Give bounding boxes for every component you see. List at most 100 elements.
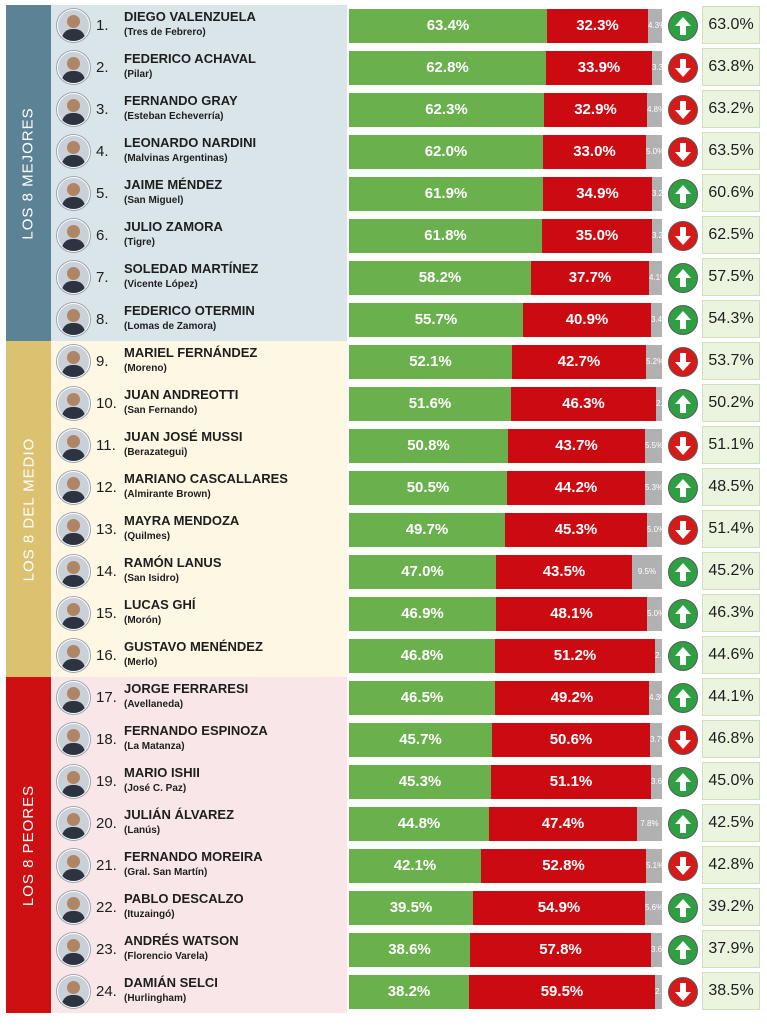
candidate-name: MARIEL FERNÁNDEZ	[124, 345, 258, 360]
bar-negative-label: 52.8%	[542, 857, 585, 874]
previous-value: 39.2%	[702, 888, 760, 926]
district-name: (Merlo)	[124, 657, 158, 668]
arrow-up-glyph	[675, 941, 691, 959]
district-name: (Ituzaingó)	[124, 909, 175, 920]
rank-number: 12.	[96, 479, 117, 496]
district-name: (Lanús)	[124, 825, 161, 836]
table-row: 24. DAMIÁN SELCI (Hurlingham) 38.2% 59.5% 2.3…	[0, 971, 767, 1013]
previous-value: 44.1%	[702, 678, 760, 716]
candidate-name: RAMÓN LANUS	[124, 555, 222, 570]
avatar-head	[67, 729, 80, 742]
arrow-up-icon	[668, 767, 698, 797]
previous-value: 63.8%	[702, 48, 760, 86]
arrow-up-icon	[668, 263, 698, 293]
rank-number: 5.	[96, 185, 109, 202]
bar-neutral: 5.0%	[646, 135, 665, 169]
avatar	[57, 177, 90, 210]
arrow-shape	[675, 479, 691, 497]
candidate-name: MARIO ISHII	[124, 765, 200, 780]
arrow-down-glyph	[675, 227, 691, 245]
bar-positive: 45.7%	[349, 723, 492, 757]
avatar	[57, 135, 90, 168]
arrow-shape	[675, 605, 691, 623]
bar-negative: 50.6%	[492, 723, 650, 757]
avatar	[57, 597, 90, 630]
bar-neutral: 5.0%	[647, 513, 665, 547]
avatar	[57, 261, 90, 294]
bar-negative-label: 59.5%	[540, 983, 584, 1000]
arrow-down-glyph	[675, 59, 691, 77]
arrow-up-glyph	[675, 689, 691, 707]
arrow-up-icon	[668, 11, 698, 41]
candidate-name: LEONARDO NARDINI	[124, 135, 257, 150]
bar-positive: 58.2%	[349, 261, 531, 295]
arrow-up-glyph	[675, 185, 691, 203]
bar-positive: 45.3%	[349, 765, 491, 799]
arrow-down-icon	[668, 95, 698, 125]
bar-neutral: 3.3%	[652, 51, 670, 85]
previous-value: 46.3%	[702, 594, 760, 632]
bar-positive-label: 61.8%	[424, 227, 467, 244]
district-name: (Lomas de Zamora)	[124, 321, 217, 332]
bar-neutral: 3.2%	[652, 177, 671, 211]
table-row: 19. MARIO ISHII (José C. Paz) 45.3% 51.1% 3.6…	[0, 761, 767, 803]
avatar-head	[67, 855, 80, 868]
arrow-up-glyph	[675, 563, 691, 581]
avatar-body	[62, 575, 85, 587]
bar-neutral: 5.2%	[646, 345, 665, 379]
avatar-head	[67, 57, 80, 70]
rank-number: 6.	[96, 227, 109, 244]
group-band-peores	[6, 677, 51, 1013]
group-band-medio	[6, 341, 51, 677]
avatar-body	[62, 995, 85, 1007]
bar-neutral-label: 3.2%	[652, 189, 671, 198]
arrow-shape	[675, 689, 691, 707]
avatar	[57, 555, 90, 588]
bar-positive: 55.7%	[349, 303, 523, 337]
rank-number: 4.	[96, 143, 109, 160]
rank-number: 7.	[96, 269, 109, 286]
bar-positive-label: 62.3%	[425, 101, 468, 118]
avatar-head	[67, 309, 80, 322]
bar-neutral-label: 2.3%	[655, 987, 674, 996]
previous-value: 57.5%	[702, 258, 760, 296]
bar-neutral-label: 2.0%	[655, 651, 674, 660]
bar-neutral-label: 5.0%	[646, 147, 665, 156]
avatar-head	[67, 813, 80, 826]
bar-positive: 52.1%	[349, 345, 512, 379]
bar-neutral-label: 5.2%	[646, 357, 665, 366]
table-row: 9. MARIEL FERNÁNDEZ (Moreno) 52.1% 42.7% 5.2%…	[0, 341, 767, 383]
arrow-up-icon	[668, 389, 698, 419]
rank-number: 2.	[96, 59, 109, 76]
arrow-up-glyph	[675, 773, 691, 791]
candidate-name: LUCAS GHÍ	[124, 597, 196, 612]
arrow-up-icon	[668, 179, 698, 209]
district-name: (Tigre)	[124, 237, 155, 248]
bar-positive-label: 58.2%	[418, 269, 462, 286]
bar-positive-label: 47.0%	[401, 563, 444, 580]
bar-positive: 44.8%	[349, 807, 489, 841]
table-row: 22. PABLO DESCALZO (Ituzaingó) 39.5% 54.9% 5.…	[0, 887, 767, 929]
table-row: 16. GUSTAVO MENÉNDEZ (Merlo) 46.8% 51.2% 2.0%…	[0, 635, 767, 677]
bar-positive: 42.1%	[349, 849, 481, 883]
rank-number: 14.	[96, 563, 117, 580]
arrow-up-glyph	[675, 311, 691, 329]
bar-neutral-label: 2.1%	[656, 399, 675, 408]
bar-neutral-label: 4.3%	[648, 21, 667, 30]
avatar-body	[62, 701, 85, 713]
bar-positive: 51.6%	[349, 387, 511, 421]
bar-neutral-label: 4.8%	[647, 105, 666, 114]
previous-value: 50.2%	[702, 384, 760, 422]
table-row: 21. FERNANDO MOREIRA (Gral. San Martín) 42.…	[0, 845, 767, 887]
avatar	[57, 51, 90, 84]
arrow-down-icon	[668, 347, 698, 377]
candidate-name: JULIO ZAMORA	[124, 219, 223, 234]
district-name: (Moreno)	[124, 363, 167, 374]
candidate-name: FEDERICO ACHAVAL	[124, 51, 256, 66]
bar-neutral: 5.6%	[645, 891, 663, 925]
avatar	[57, 765, 90, 798]
bar-negative-label: 35.0%	[575, 227, 619, 244]
table-row: 20. JULIÁN ÁLVAREZ (Lanús) 44.8% 47.4% 7.8% 42…	[0, 803, 767, 845]
avatar-body	[62, 71, 85, 83]
avatar	[57, 93, 90, 126]
